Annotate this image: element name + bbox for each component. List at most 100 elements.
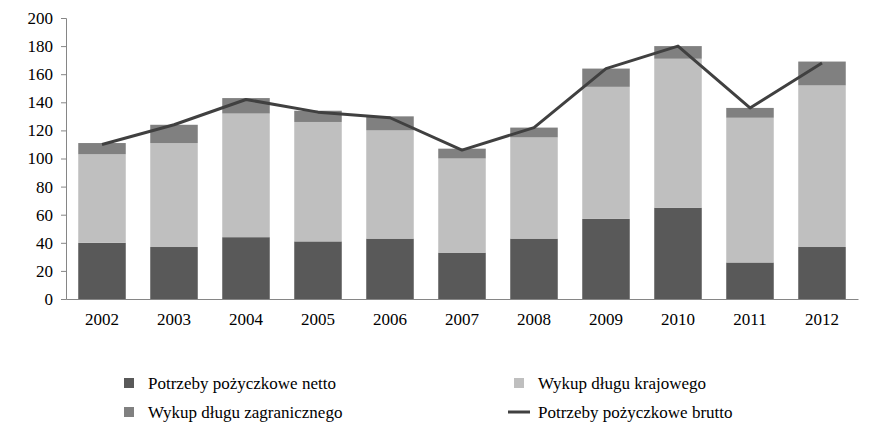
legend-item: Potrzeby pożyczkowe netto — [124, 374, 336, 393]
line — [102, 46, 822, 150]
tick-mark — [61, 159, 66, 160]
tick: 120 — [28, 121, 67, 140]
bar — [366, 239, 414, 299]
tick: 2010 — [661, 299, 695, 329]
legend-key — [124, 378, 134, 388]
axis-line — [67, 299, 859, 300]
tick-label: 60 — [36, 206, 53, 225]
bar — [150, 143, 198, 247]
bar — [654, 208, 702, 299]
tick: 140 — [28, 93, 67, 112]
tick: 2007 — [445, 299, 480, 329]
bar — [294, 241, 342, 299]
bar-series — [78, 59, 846, 263]
tick: 2008 — [517, 299, 551, 329]
tick-mark — [61, 102, 66, 103]
tick: 2011 — [733, 299, 766, 329]
tick: 160 — [28, 65, 67, 84]
legend-item: Wykup długu zagranicznego — [124, 403, 342, 422]
tick: 2006 — [373, 299, 407, 329]
bar — [510, 239, 558, 299]
legend-item: Wykup długu krajowego — [514, 374, 706, 393]
tick-label: 140 — [28, 93, 54, 112]
tick-label: 2009 — [589, 310, 623, 329]
bar — [510, 137, 558, 238]
bar — [150, 125, 198, 143]
bar — [78, 143, 126, 154]
tick-label: 100 — [28, 149, 54, 168]
tick-label: 2005 — [301, 310, 335, 329]
bar — [150, 247, 198, 299]
tick-mark — [61, 130, 66, 131]
tick: 2003 — [157, 299, 191, 329]
legend-label: Potrzeby pożyczkowe netto — [148, 374, 336, 393]
tick-label: 2010 — [661, 310, 695, 329]
tick-label: 180 — [28, 37, 54, 56]
tick-label: 2002 — [85, 310, 119, 329]
tick-label: 2012 — [805, 310, 839, 329]
legend-label: Wykup długu krajowego — [538, 374, 706, 393]
tick: 180 — [28, 37, 67, 56]
tick-label: 2007 — [445, 310, 480, 329]
tick: 2002 — [85, 299, 119, 329]
tick: 100 — [28, 149, 67, 168]
bar — [798, 247, 846, 299]
tick: 2005 — [301, 299, 335, 329]
tick-mark — [61, 215, 66, 216]
y-axis: 0 20 40 60 80 100 120 140 160 180 200 — [28, 9, 67, 309]
bar — [222, 114, 270, 238]
tick-label: 80 — [36, 178, 53, 197]
axis-line — [61, 19, 67, 300]
tick-label: 160 — [28, 65, 54, 84]
tick-label: 2008 — [517, 310, 551, 329]
legend-label: Potrzeby pożyczkowe brutto — [538, 403, 733, 422]
tick: 2009 — [589, 299, 623, 329]
tick: 2012 — [805, 299, 839, 329]
marks — [78, 46, 846, 299]
tick-label: 40 — [36, 234, 53, 253]
tick: 0 — [45, 290, 67, 309]
bar — [438, 253, 486, 299]
tick: 20 — [36, 262, 66, 281]
legend: Potrzeby pożyczkowe netto Wykup długu kra… — [124, 374, 733, 422]
tick-mark — [61, 299, 66, 300]
tick: 80 — [36, 178, 66, 197]
x-axis: 2002 2003 2004 2005 2006 2007 2008 2009 2010 2011… — [67, 299, 859, 329]
legend-key — [508, 411, 530, 414]
tick-mark — [61, 243, 66, 244]
bar — [78, 243, 126, 299]
legend-item: Potrzeby pożyczkowe brutto — [508, 403, 733, 422]
legend-key — [514, 378, 524, 388]
bar — [366, 130, 414, 238]
tick: 200 — [28, 9, 67, 28]
bar-series — [78, 46, 846, 158]
bar — [726, 262, 774, 299]
tick-label: 120 — [28, 121, 54, 140]
tick-mark — [61, 46, 66, 47]
bar — [294, 122, 342, 241]
tick-label: 20 — [36, 262, 53, 281]
legend-label: Wykup długu zagranicznego — [148, 403, 342, 422]
bar — [798, 85, 846, 247]
tick: 40 — [36, 234, 66, 253]
tick-label: 2011 — [733, 310, 766, 329]
chart: 0204060801001201401601802002002200320042… — [0, 0, 872, 442]
bar — [582, 87, 630, 219]
bar — [582, 219, 630, 299]
tick-label: 2003 — [157, 310, 191, 329]
tick-mark — [61, 187, 66, 188]
bar — [726, 118, 774, 263]
legend-key — [124, 407, 134, 417]
plot-area: 0204060801001201401601802002002200320042… — [28, 9, 859, 329]
tick-label: 200 — [28, 9, 54, 28]
bar — [654, 59, 702, 208]
tick-label: 0 — [45, 290, 54, 309]
bar — [222, 237, 270, 299]
tick: 60 — [36, 206, 66, 225]
tick-label: 2004 — [229, 310, 264, 329]
tick-mark — [61, 74, 66, 75]
bar — [438, 159, 486, 253]
tick-label: 2006 — [373, 310, 407, 329]
tick: 2004 — [229, 299, 264, 329]
bar — [78, 154, 126, 243]
